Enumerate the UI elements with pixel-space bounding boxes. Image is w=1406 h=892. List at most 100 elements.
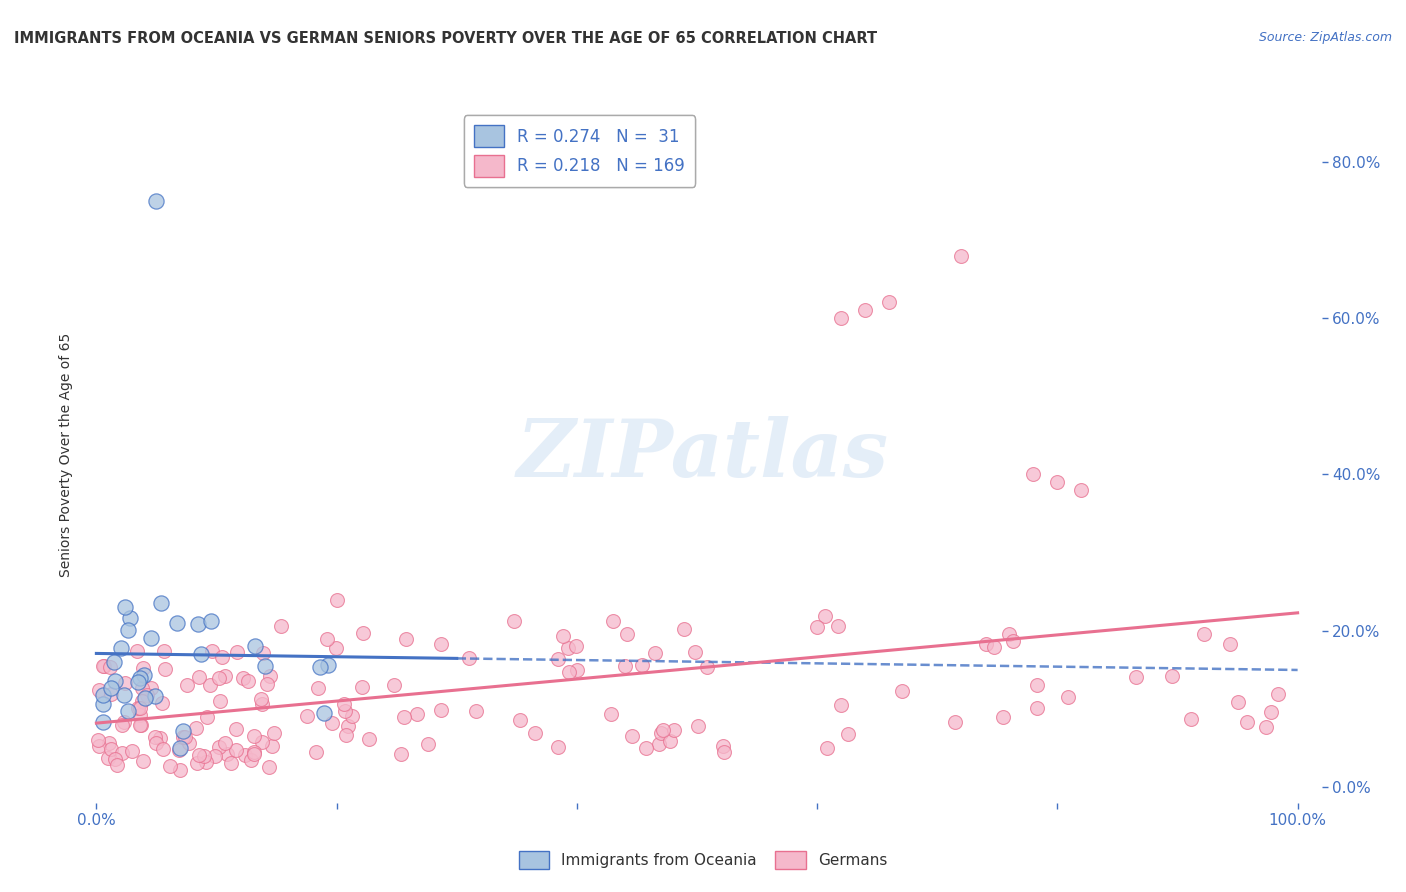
Point — [998, 626, 1021, 640]
Point — [125, 644, 148, 658]
Point — [250, 697, 273, 711]
Point — [683, 645, 706, 659]
Point — [103, 655, 125, 669]
Point — [1057, 690, 1080, 705]
Point — [1161, 669, 1184, 683]
Point — [169, 763, 191, 777]
Point — [1192, 627, 1215, 641]
Point — [406, 707, 429, 722]
Point — [131, 694, 153, 708]
Point — [1125, 670, 1147, 684]
Point — [195, 710, 218, 724]
Point — [112, 715, 135, 730]
Point — [129, 671, 152, 685]
Point — [143, 689, 166, 703]
Point — [1267, 688, 1289, 702]
Point — [257, 760, 280, 774]
Legend: R = 0.274   N =  31, R = 0.218   N = 169: R = 0.274 N = 31, R = 0.218 N = 169 — [464, 115, 695, 186]
Point — [141, 631, 163, 645]
Point — [93, 659, 115, 673]
Point — [983, 640, 1005, 655]
Point — [389, 747, 412, 761]
Point — [252, 646, 274, 660]
Point — [243, 745, 266, 759]
Point — [131, 718, 153, 732]
Point — [342, 709, 364, 723]
Point — [200, 678, 222, 692]
Point — [129, 718, 152, 732]
Point — [201, 643, 224, 657]
Point — [1025, 678, 1047, 692]
Point — [336, 718, 359, 732]
Point — [91, 688, 114, 702]
Point — [991, 710, 1014, 724]
Point — [332, 698, 354, 712]
Point — [112, 688, 135, 702]
Point — [187, 748, 209, 763]
Point — [686, 719, 709, 733]
Point — [662, 723, 685, 738]
Point — [114, 675, 136, 690]
Point — [650, 725, 672, 739]
Point — [86, 732, 108, 747]
Point — [97, 751, 120, 765]
Point — [193, 749, 215, 764]
Point — [316, 657, 339, 672]
Point — [110, 640, 132, 655]
Point — [127, 674, 149, 689]
Point — [215, 747, 238, 761]
Point — [143, 730, 166, 744]
Point — [150, 696, 173, 710]
Point — [159, 759, 181, 773]
Point — [155, 662, 177, 676]
Point — [696, 660, 718, 674]
Point — [553, 629, 575, 643]
Point — [209, 694, 232, 708]
Point — [1236, 714, 1258, 729]
Point — [259, 669, 281, 683]
Point — [1226, 695, 1249, 709]
Point — [176, 678, 198, 692]
Point — [636, 740, 658, 755]
Point — [644, 646, 666, 660]
Point — [547, 652, 569, 666]
Point — [565, 663, 588, 677]
Point — [352, 626, 374, 640]
Point — [658, 734, 681, 748]
Point — [1256, 720, 1278, 734]
Point — [232, 671, 254, 685]
Point — [335, 728, 357, 742]
Point — [713, 745, 735, 759]
Point — [557, 641, 579, 656]
Point — [1025, 701, 1047, 715]
Point — [145, 736, 167, 750]
Point — [219, 756, 242, 770]
Point — [91, 698, 114, 712]
Point — [243, 747, 266, 762]
Point — [111, 718, 134, 732]
Point — [315, 632, 337, 646]
Point — [136, 688, 159, 702]
Point — [416, 738, 439, 752]
Point — [190, 647, 212, 661]
Point — [132, 754, 155, 768]
Point — [129, 707, 152, 722]
Point — [225, 644, 247, 658]
Point — [830, 311, 852, 326]
Point — [117, 704, 139, 718]
Point — [890, 684, 912, 698]
Point — [509, 714, 531, 728]
Point — [943, 714, 966, 729]
Point — [357, 731, 380, 746]
Point — [325, 592, 347, 607]
Point — [335, 704, 357, 718]
Point — [325, 640, 347, 655]
Point — [837, 727, 859, 741]
Point — [1180, 712, 1202, 726]
Y-axis label: Seniors Poverty Over the Age of 65: Seniors Poverty Over the Age of 65 — [59, 333, 73, 577]
Point — [465, 704, 488, 718]
Point — [225, 743, 247, 757]
Point — [382, 678, 405, 692]
Point — [174, 730, 197, 744]
Point — [89, 739, 111, 753]
